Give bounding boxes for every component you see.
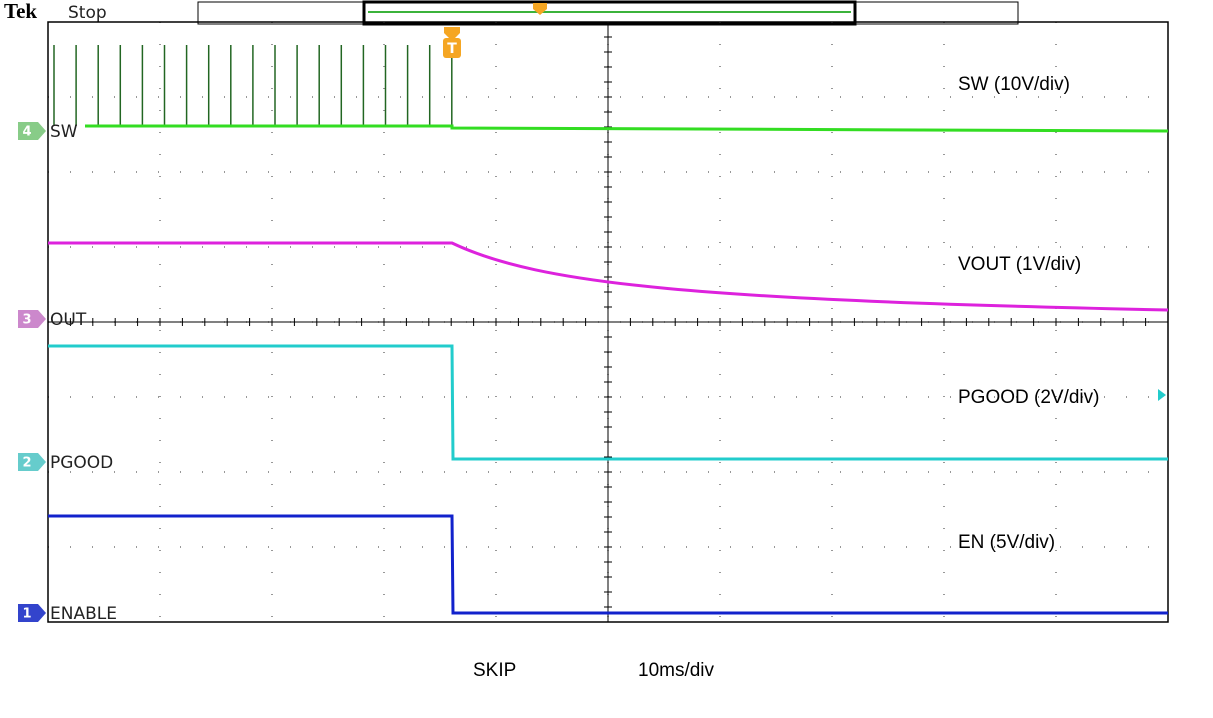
annotation: SW (10V/div): [958, 74, 1070, 95]
vout-trace: [48, 241, 1169, 312]
pgood-level-marker: [1158, 389, 1166, 401]
brand: Tek: [4, 0, 37, 23]
channel-label: PGOOD: [50, 453, 113, 473]
channel-number: 3: [22, 313, 31, 328]
trigger-arrow: [444, 27, 460, 41]
pgood-trace: [48, 344, 1168, 461]
channel-number: 2: [22, 456, 31, 471]
channel-marker: [18, 310, 46, 328]
trigger-box: [443, 38, 461, 58]
channel-label: SW: [50, 122, 78, 142]
enable-trace: [48, 514, 1168, 615]
trigger-position: [533, 3, 547, 15]
footer-mode: SKIP: [473, 660, 516, 681]
annotation: PGOOD (2V/div): [958, 387, 1099, 408]
channel-marker: [18, 453, 46, 471]
channel-marker: [18, 604, 46, 622]
channel-number: 1: [22, 607, 31, 622]
status: Stop: [68, 3, 107, 23]
footer-timebase: 10ms/div: [638, 660, 715, 681]
channel-marker: [18, 122, 46, 140]
annotation: EN (5V/div): [958, 532, 1055, 553]
channel-number: 4: [22, 125, 31, 140]
sw-trace: [85, 124, 1169, 133]
channel-label: ENABLE: [50, 604, 117, 624]
trigger-label: T: [447, 41, 457, 57]
channel-labels: 4 SW 3 OUT 2 PGOOD 1 ENABLE: [18, 122, 117, 624]
channel-label: OUT: [50, 310, 87, 330]
sw-pulses: [53, 45, 453, 126]
annotation: VOUT (1V/div): [958, 254, 1081, 275]
